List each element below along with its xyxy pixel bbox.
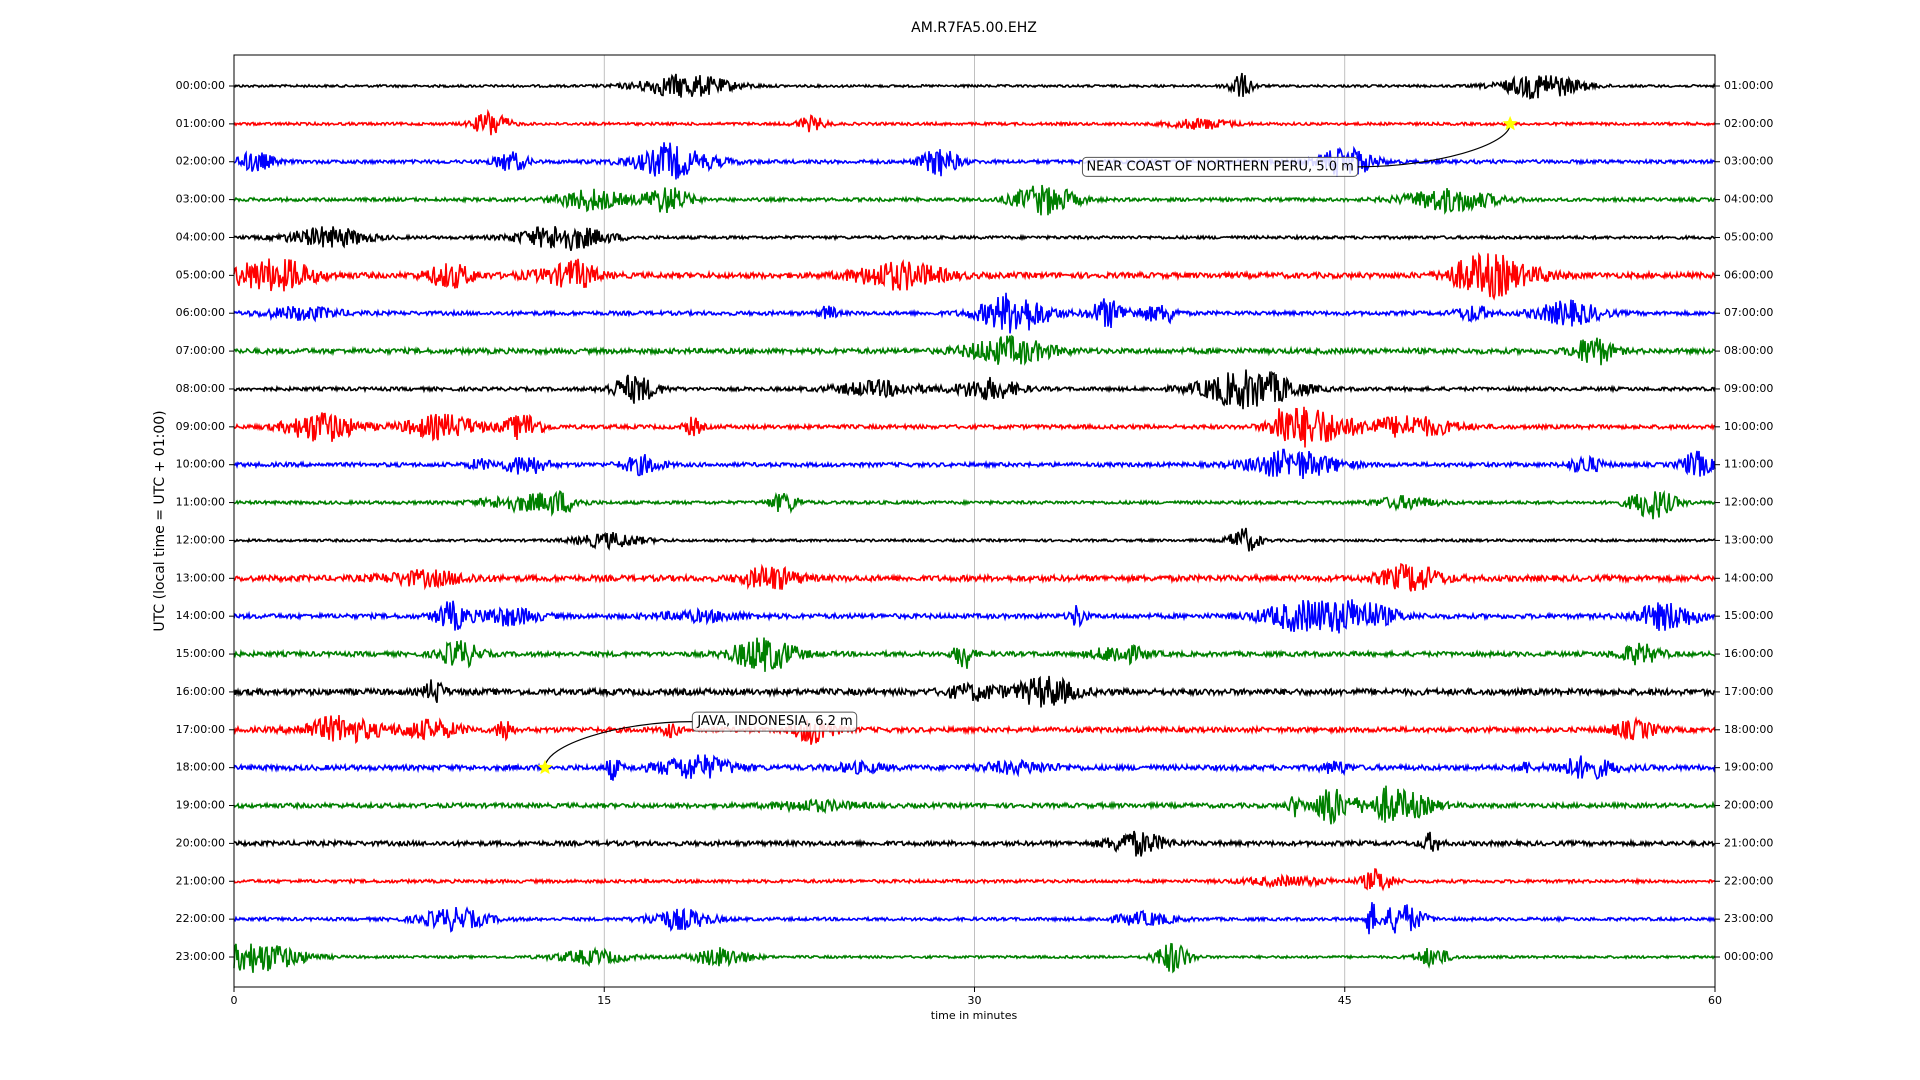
y-tick-label-right: 18:00:00 xyxy=(1724,723,1773,736)
y-tick-label: 01:00:00 xyxy=(176,117,225,130)
event-label: NEAR COAST OF NORTHERN PERU, 5.0 m xyxy=(1086,159,1353,174)
event-connector xyxy=(1357,123,1511,168)
x-tick-label: 45 xyxy=(1338,994,1352,1007)
y-tick-label: 14:00:00 xyxy=(176,609,225,622)
y-tick-label: 06:00:00 xyxy=(176,306,225,319)
trace xyxy=(233,184,1716,216)
x-tick-label: 30 xyxy=(968,994,982,1007)
trace xyxy=(233,142,1716,180)
trace xyxy=(233,599,1716,634)
y-tick-label: 20:00:00 xyxy=(176,836,225,849)
trace xyxy=(233,675,1716,708)
trace xyxy=(233,72,1716,100)
y-tick-label: 12:00:00 xyxy=(176,533,225,546)
y-tick-label-right: 01:00:00 xyxy=(1724,79,1773,92)
y-tick-label-right: 05:00:00 xyxy=(1724,230,1773,243)
y-tick-label-right: 07:00:00 xyxy=(1724,306,1773,319)
trace xyxy=(233,108,1716,136)
trace xyxy=(233,334,1716,366)
y-tick-label-right: 02:00:00 xyxy=(1724,117,1773,130)
y-tick-label-right: 08:00:00 xyxy=(1724,344,1773,357)
event-marker xyxy=(1502,115,1518,131)
trace xyxy=(233,785,1716,825)
trace xyxy=(233,527,1716,552)
trace xyxy=(233,252,1716,301)
y-tick-label: 16:00:00 xyxy=(176,685,225,698)
trace xyxy=(233,902,1716,935)
x-tick-label: 0 xyxy=(231,994,238,1007)
y-tick-label-right: 13:00:00 xyxy=(1724,533,1773,546)
chart-title: AM.R7FA5.00.EHZ xyxy=(911,20,1037,36)
x-axis-label: time in minutes xyxy=(931,1009,1018,1022)
y-tick-label-right: 19:00:00 xyxy=(1724,761,1773,774)
y-tick-label: 21:00:00 xyxy=(176,874,225,887)
y-tick-label: 09:00:00 xyxy=(176,420,225,433)
y-tick-label-right: 21:00:00 xyxy=(1724,836,1773,849)
y-tick-label: 10:00:00 xyxy=(176,458,225,471)
event-annotation: NEAR COAST OF NORTHERN PERU, 5.0 m xyxy=(1081,156,1359,177)
y-tick-label-right: 12:00:00 xyxy=(1724,496,1773,509)
y-tick-label-right: 23:00:00 xyxy=(1724,912,1773,925)
trace xyxy=(233,292,1716,334)
y-tick-label: 11:00:00 xyxy=(176,496,225,509)
y-tick-label: 03:00:00 xyxy=(176,193,225,206)
y-tick-label: 15:00:00 xyxy=(176,647,225,660)
y-tick-label-right: 06:00:00 xyxy=(1724,268,1773,281)
x-tick-label: 60 xyxy=(1708,994,1722,1007)
trace xyxy=(233,406,1716,448)
trace xyxy=(233,942,1716,974)
y-tick-label-right: 22:00:00 xyxy=(1724,874,1773,887)
trace xyxy=(233,226,1715,251)
y-tick-label-right: 14:00:00 xyxy=(1724,571,1773,584)
y-tick-label: 08:00:00 xyxy=(176,382,225,395)
event-annotation: JAVA, INDONESIA, 6.2 m xyxy=(691,711,858,732)
y-tick-label: 05:00:00 xyxy=(176,268,225,281)
y-tick-label: 17:00:00 xyxy=(176,723,225,736)
y-tick-label: 19:00:00 xyxy=(176,799,225,812)
y-tick-label-right: 20:00:00 xyxy=(1724,799,1773,812)
trace xyxy=(233,489,1716,520)
y-tick-label-right: 03:00:00 xyxy=(1724,155,1773,168)
event-connector xyxy=(544,721,693,768)
y-tick-label: 18:00:00 xyxy=(176,761,225,774)
y-tick-label-right: 00:00:00 xyxy=(1724,950,1773,963)
trace xyxy=(233,448,1716,480)
y-tick-label-right: 04:00:00 xyxy=(1724,193,1773,206)
y-tick-label-right: 11:00:00 xyxy=(1724,458,1773,471)
event-marker xyxy=(537,759,553,775)
y-axis-label: UTC (local time = UTC + 01:00) xyxy=(152,410,168,631)
y-tick-label-right: 17:00:00 xyxy=(1724,685,1773,698)
trace xyxy=(233,369,1716,410)
y-tick-label: 02:00:00 xyxy=(176,155,225,168)
trace xyxy=(233,830,1716,857)
trace xyxy=(233,562,1716,592)
trace xyxy=(233,754,1716,781)
y-tick-label-right: 15:00:00 xyxy=(1724,609,1773,622)
y-tick-label: 13:00:00 xyxy=(176,571,225,584)
trace xyxy=(233,715,1716,745)
y-tick-label: 22:00:00 xyxy=(176,912,225,925)
event-label: JAVA, INDONESIA, 6.2 m xyxy=(696,714,852,729)
y-tick-label-right: 09:00:00 xyxy=(1724,382,1773,395)
y-tick-label: 23:00:00 xyxy=(176,950,225,963)
x-tick-label: 15 xyxy=(597,994,611,1007)
y-tick-label-right: 10:00:00 xyxy=(1724,420,1773,433)
plot-frame xyxy=(233,54,1716,988)
y-tick-label: 00:00:00 xyxy=(176,79,225,92)
y-tick-label-right: 16:00:00 xyxy=(1724,647,1773,660)
y-tick-label: 07:00:00 xyxy=(176,344,225,357)
trace xyxy=(233,637,1716,672)
y-tick-label: 04:00:00 xyxy=(176,230,225,243)
trace xyxy=(233,868,1716,892)
